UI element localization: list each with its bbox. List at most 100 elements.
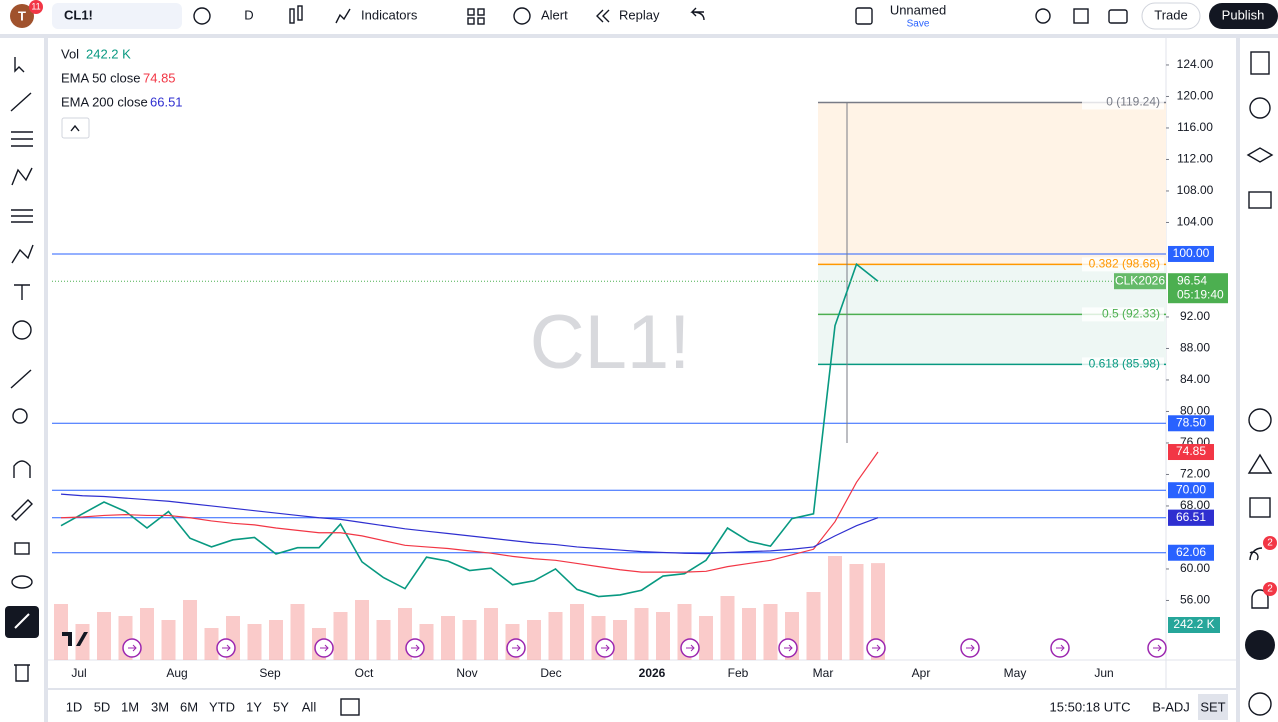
templates-icon[interactable] xyxy=(467,8,475,16)
collapse-legend[interactable] xyxy=(61,117,90,139)
replay[interactable]: Replay xyxy=(619,7,660,22)
badge xyxy=(1263,536,1277,550)
volume-bar xyxy=(204,628,219,660)
price-line xyxy=(60,262,879,598)
layers-icon[interactable] xyxy=(1246,147,1274,163)
adjust[interactable]: B-ADJ xyxy=(1152,699,1190,714)
volume-bar xyxy=(376,620,391,660)
date-range-icon[interactable] xyxy=(340,698,360,716)
event-arrow xyxy=(601,644,610,652)
stream-icon[interactable] xyxy=(1249,547,1263,561)
lock-tool[interactable] xyxy=(14,542,30,555)
indicators[interactable]: Indicators xyxy=(361,7,418,22)
layout-name[interactable]: Unnamed xyxy=(890,2,946,17)
range-button[interactable]: All xyxy=(302,699,317,714)
symbol-tag-bg xyxy=(1114,273,1166,290)
price-label: 70.00 xyxy=(1176,482,1206,496)
price-label-bg xyxy=(1168,245,1214,262)
y-tick-label: 72.00 xyxy=(1180,467,1210,481)
pattern-tool[interactable] xyxy=(11,167,33,186)
zoom-tool[interactable] xyxy=(12,408,28,424)
volume-bar xyxy=(828,556,842,660)
watchlist-icon[interactable] xyxy=(1250,51,1270,75)
publish: Publish xyxy=(1222,7,1265,22)
y-tick-label: 88.00 xyxy=(1180,341,1210,355)
price-label-bg xyxy=(1168,544,1214,561)
ema-line xyxy=(60,451,879,573)
interval[interactable]: D xyxy=(244,7,253,22)
draw-mode[interactable] xyxy=(11,499,33,521)
alert[interactable]: Alert xyxy=(541,7,568,22)
magnet-tool[interactable] xyxy=(13,460,31,478)
event-arrow xyxy=(320,644,329,652)
range-button[interactable]: 1D xyxy=(66,699,83,714)
price-label: 74.85 xyxy=(1176,444,1206,458)
legend-label: EMA 50 close xyxy=(61,70,141,85)
delete-tool[interactable] xyxy=(14,664,30,682)
range-button[interactable]: 1M xyxy=(121,699,139,714)
icon-tool[interactable] xyxy=(12,320,32,340)
chat-icon[interactable] xyxy=(1248,191,1272,209)
layout-icon[interactable] xyxy=(855,7,873,25)
fib-tool[interactable] xyxy=(11,131,33,147)
event-arrow xyxy=(222,644,231,652)
snapshot-icon[interactable] xyxy=(1108,9,1128,24)
x-tick-label: Mar xyxy=(813,666,834,680)
save[interactable]: Save xyxy=(907,19,930,30)
y-tick-label: 68.00 xyxy=(1180,498,1210,512)
y-tick-label: 104.00 xyxy=(1177,215,1214,229)
clock: 15:50:18 UTC xyxy=(1050,699,1131,714)
alert-icon xyxy=(513,7,531,25)
cursor-tool[interactable] xyxy=(14,57,25,73)
badge-count: 2 xyxy=(1267,584,1273,595)
notifications-icon[interactable] xyxy=(1251,589,1269,609)
settings-icon[interactable] xyxy=(1035,8,1051,24)
fib-label: 0.618 (85.98) xyxy=(1089,357,1160,371)
trade-button[interactable] xyxy=(1141,2,1201,30)
help-icon[interactable] xyxy=(1248,692,1272,716)
chart-type-icon[interactable] xyxy=(289,8,295,24)
range-button[interactable]: 5Y xyxy=(273,699,289,714)
event-arrow xyxy=(784,644,793,652)
fib-label: 0.382 (98.68) xyxy=(1089,257,1160,271)
session-button[interactable] xyxy=(1198,694,1228,720)
volume-bar xyxy=(570,604,584,660)
range-button[interactable]: YTD xyxy=(209,699,235,714)
target-icon[interactable] xyxy=(1248,408,1272,432)
volume-bar xyxy=(269,620,283,660)
price-label: 78.50 xyxy=(1176,415,1206,429)
event-arrow xyxy=(872,644,881,652)
drawing-tools xyxy=(5,57,39,682)
fullscreen-icon[interactable] xyxy=(1073,8,1089,24)
brush-tool[interactable] xyxy=(11,244,34,264)
volume-bar xyxy=(806,592,821,660)
text-tool[interactable] xyxy=(14,284,30,300)
symbol-search[interactable] xyxy=(52,3,182,29)
alerts-icon[interactable] xyxy=(1249,97,1271,119)
right-toolbar xyxy=(1240,38,1278,722)
range-button[interactable]: 1Y xyxy=(246,699,262,714)
symbol: CL1! xyxy=(64,7,93,22)
event-arrow xyxy=(1056,644,1065,652)
x-tick-label: Dec xyxy=(540,666,561,680)
fib-label: 0 (119.24) xyxy=(1106,95,1160,109)
event-arrow xyxy=(128,644,137,652)
event-arrow xyxy=(966,644,975,652)
trendline-tool[interactable] xyxy=(10,92,32,112)
volume-bar xyxy=(763,604,778,660)
forecast-tool[interactable] xyxy=(11,209,33,223)
range-button[interactable]: 5D xyxy=(94,699,111,714)
undo[interactable] xyxy=(690,7,705,21)
compare-icon[interactable] xyxy=(193,7,211,25)
legend-label: Vol xyxy=(61,46,79,61)
range-button[interactable]: 6M xyxy=(180,699,198,714)
hide-tool[interactable] xyxy=(11,575,33,589)
range-button[interactable]: 3M xyxy=(151,699,169,714)
avatar[interactable] xyxy=(10,4,34,28)
triangle-icon[interactable] xyxy=(1247,453,1273,474)
measure-tool[interactable] xyxy=(10,369,32,389)
legend-value: 66.51 xyxy=(150,94,183,109)
calendar-icon[interactable] xyxy=(1249,497,1271,518)
apps-icon[interactable] xyxy=(1245,630,1275,660)
publish-button[interactable] xyxy=(1209,3,1278,29)
